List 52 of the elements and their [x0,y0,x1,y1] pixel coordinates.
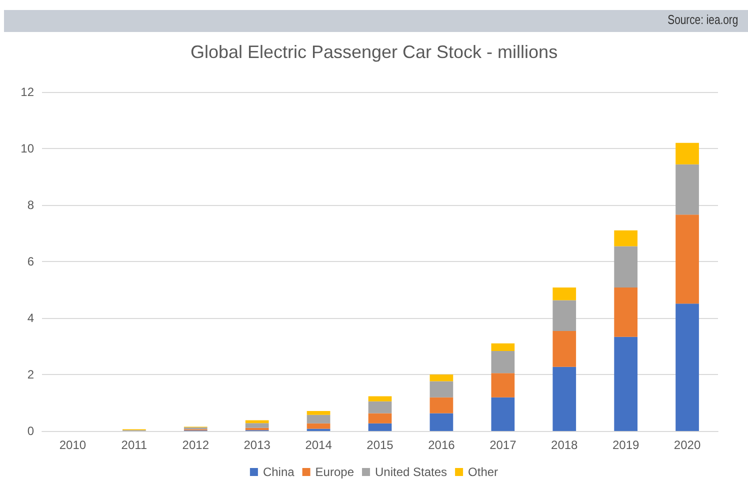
x-tick-label: 2017 [490,438,517,452]
bar [491,351,515,374]
bar [491,397,515,431]
chart-title: Global Electric Passenger Car Stock - millions [190,42,558,62]
legend-label: United States [375,465,448,479]
bar [552,366,576,431]
x-tick-label: 2018 [551,438,578,452]
x-tick-label: 2020 [674,438,701,452]
y-tick-label: 12 [20,85,34,99]
x-tick-label: 2012 [182,438,210,452]
bar [306,423,330,429]
bar [430,397,454,414]
y-tick-label: 4 [27,311,34,325]
bar [552,287,576,300]
bar [676,164,699,215]
x-tick-label: 2013 [244,438,271,452]
bar [430,413,454,431]
x-tick-label: 2011 [121,438,148,452]
y-tick-label: 6 [27,254,34,268]
bar [614,230,638,246]
legend-label: Europe [315,465,354,479]
y-tick-label: 10 [20,142,34,156]
x-tick-label: 2019 [612,438,640,452]
x-tick-label: 2016 [428,438,456,452]
bar [491,373,515,398]
bar [368,401,392,414]
bar [368,413,392,424]
bar [614,336,638,431]
bar [491,343,515,352]
bar [552,300,576,331]
bar [430,381,454,398]
bar [676,214,699,304]
legend-label: China [262,465,295,479]
legend-label: Other [468,465,498,479]
x-tick-label: 2010 [59,438,86,452]
source-note: Source: iea.org [667,12,738,27]
bar [676,142,699,164]
bar [306,414,330,424]
bar [676,304,699,431]
y-tick-label: 0 [27,424,34,438]
bar [245,423,269,428]
bar [368,396,392,402]
bar [306,410,330,415]
bar [552,330,576,367]
bar [614,246,638,288]
x-tick-label: 2014 [305,438,332,452]
bar [614,287,638,337]
bar [368,423,392,431]
x-tick-label: 2015 [366,438,394,452]
bar [430,374,454,382]
y-tick-label: 2 [27,368,34,382]
y-tick-label: 8 [27,198,34,212]
